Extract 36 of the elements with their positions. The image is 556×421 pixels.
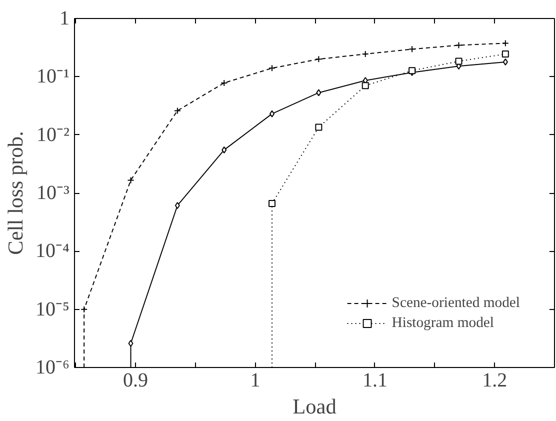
y-tick-label: 10⁻⁵ <box>36 298 70 320</box>
x-tick-label: 1 <box>250 370 260 392</box>
point <box>455 42 462 49</box>
point <box>270 110 275 118</box>
point <box>455 58 462 65</box>
point <box>408 46 416 53</box>
point <box>80 306 88 313</box>
point <box>502 58 508 66</box>
point <box>174 107 181 114</box>
point <box>315 124 322 131</box>
y-tick-label: 10⁻³ <box>36 182 70 204</box>
x-axis-title: Load <box>292 394 337 418</box>
y-tick-label: 10⁻⁴ <box>36 240 70 262</box>
y-tick-label: 10⁻¹ <box>36 66 70 88</box>
point <box>128 340 134 347</box>
point <box>362 82 369 90</box>
y-axis-title: Cell loss prob. <box>4 131 28 255</box>
point <box>174 202 180 209</box>
x-tick-label: 1.1 <box>362 370 388 392</box>
point <box>502 40 509 47</box>
x-tick-label: 1.2 <box>482 370 508 392</box>
point <box>316 89 322 96</box>
legend-label: Scene-oriented model <box>392 294 520 312</box>
y-tick-label: 1 <box>60 8 70 30</box>
point <box>268 200 276 207</box>
point <box>127 176 134 184</box>
legend-label: Histogram model <box>392 314 494 332</box>
x-tick-label: 0.9 <box>123 370 148 392</box>
point <box>268 64 276 72</box>
y-tick-label: 10⁻⁶ <box>36 356 70 378</box>
point <box>220 79 228 86</box>
point <box>362 50 369 58</box>
y-tick-label: 10⁻² <box>36 124 70 146</box>
point <box>502 50 509 58</box>
point <box>315 56 322 63</box>
point <box>222 146 227 154</box>
